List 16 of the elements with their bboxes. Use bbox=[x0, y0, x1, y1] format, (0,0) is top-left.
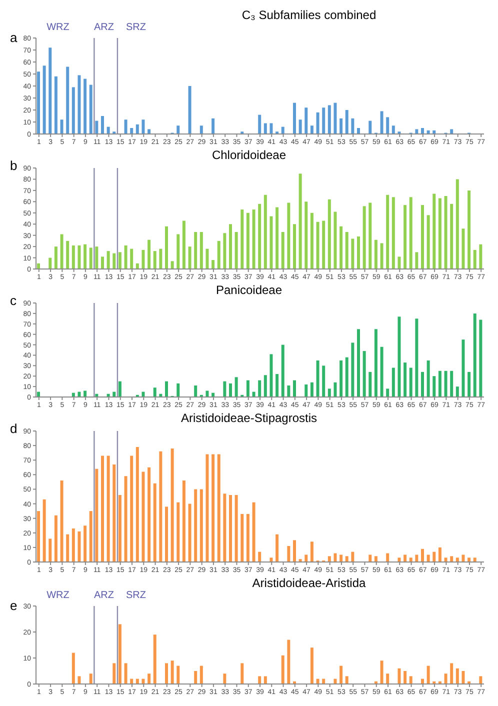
text: ARZ bbox=[94, 590, 114, 601]
text: b bbox=[10, 158, 18, 173]
text: e bbox=[10, 598, 18, 613]
chart-title: Aristidoideae-Aristida bbox=[251, 576, 367, 590]
text: ARZ bbox=[94, 22, 114, 33]
text: WRZ bbox=[46, 590, 70, 601]
text: SRZ bbox=[126, 22, 146, 33]
text: c bbox=[10, 293, 16, 308]
chart-title: Panicoideae bbox=[216, 283, 282, 297]
chart-title: C₃ Subfamilies combined bbox=[240, 8, 378, 22]
text: d bbox=[10, 421, 18, 436]
text: WRZ bbox=[46, 22, 70, 33]
chart-title: Aristidoideae-Stipagrostis bbox=[180, 411, 318, 425]
text: a bbox=[10, 30, 18, 45]
chart-title: Chloridoideae bbox=[212, 148, 286, 162]
text: SRZ bbox=[126, 590, 146, 601]
